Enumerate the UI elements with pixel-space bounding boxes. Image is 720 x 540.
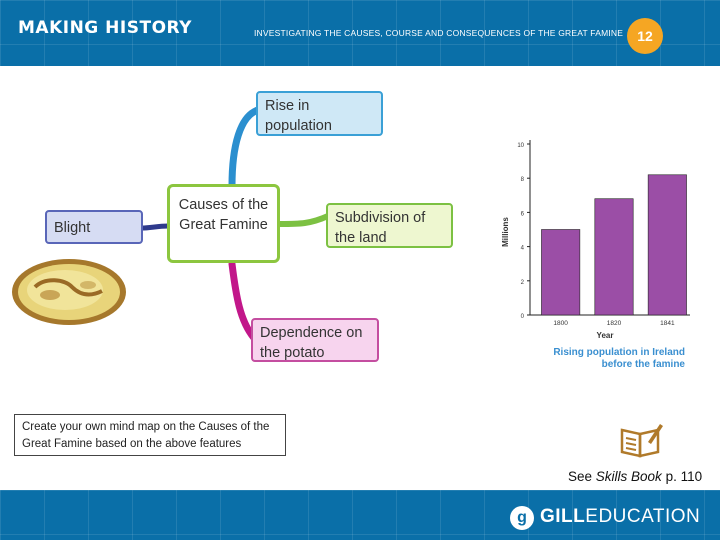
mind-map: Rise in population Subdivision of the la…: [0, 66, 460, 376]
connector-dependence: [228, 260, 258, 342]
y-tick-label-3: 6: [521, 211, 525, 217]
publisher-name: GILLEDUCATION: [540, 506, 700, 528]
skills-book-title: Skills Book: [595, 469, 662, 484]
mind-map-connectors: [139, 106, 331, 342]
x-axis-label: Year: [597, 331, 614, 340]
node-blight: Blight: [45, 210, 143, 244]
header-grid-pattern: [0, 0, 720, 66]
bar-1841: [647, 174, 687, 316]
skills-book-icon: [620, 424, 663, 458]
chart-caption-line1: Rising population in Ireland: [553, 347, 685, 358]
y-tick-label-0: 0: [521, 314, 525, 320]
skills-page: p. 110: [661, 469, 703, 484]
page-number-badge: 12: [627, 18, 663, 54]
y-tick-label-1: 2: [521, 280, 525, 286]
node-causes-center: Causes of the Great Famine: [167, 184, 280, 263]
skills-book-reference: See Skills Book p. 110: [568, 469, 702, 484]
x-tick-label-1841: 1841: [660, 320, 675, 327]
connector-rise: [228, 106, 262, 190]
y-tick-label-4: 8: [521, 177, 525, 183]
y-tick-label-2: 4: [521, 246, 525, 252]
page-subtitle: INVESTIGATING THE CAUSES, COURSE AND CON…: [254, 28, 624, 38]
publisher-name-bold: GILL: [540, 506, 586, 527]
bar-1820: [594, 198, 634, 316]
skills-prefix: See: [568, 469, 596, 484]
header-bar: MAKING HISTORY INVESTIGATING THE CAUSES,…: [0, 0, 720, 66]
brand-logo: MAKING HISTORY: [18, 18, 192, 38]
node-dependence-on-potato: Dependence on the potato: [251, 318, 379, 362]
population-bar-chart: 0 2 4 6 8 10 1800 1820 1841 Millions Year Risin…: [501, 140, 690, 370]
connector-blight: [139, 223, 171, 231]
y-axis-label: Millions: [501, 217, 510, 247]
activity-box: Create your own mind map on the Causes o…: [14, 414, 286, 456]
node-rise-in-population: Rise in population: [256, 91, 383, 136]
connector-subdivision: [277, 213, 331, 227]
chart-caption-line2: before the famine: [602, 359, 686, 370]
x-tick-label-1800: 1800: [553, 320, 568, 327]
node-subdivision-of-land: Subdivision of the land: [326, 203, 453, 248]
footer-grid-pattern: [0, 490, 720, 540]
gill-logo-icon: g: [510, 506, 534, 530]
bar-1800: [541, 229, 581, 316]
blighted-potato-image: [12, 259, 126, 325]
y-tick-label-5: 10: [517, 143, 524, 149]
publisher-name-rest: EDUCATION: [585, 506, 701, 527]
x-tick-label-1820: 1820: [607, 320, 622, 327]
footer-bar: g GILLEDUCATION: [0, 490, 720, 540]
